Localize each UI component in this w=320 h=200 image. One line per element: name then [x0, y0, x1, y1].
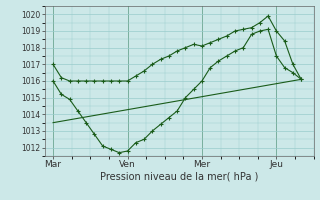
X-axis label: Pression niveau de la mer( hPa ): Pression niveau de la mer( hPa )	[100, 172, 258, 182]
